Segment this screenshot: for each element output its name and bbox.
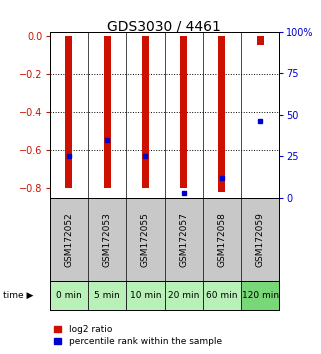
Text: GSM172053: GSM172053: [103, 212, 112, 267]
Text: 10 min: 10 min: [130, 291, 161, 300]
Bar: [126, 281, 164, 310]
Text: 20 min: 20 min: [168, 291, 199, 300]
Text: 0 min: 0 min: [56, 291, 82, 300]
Text: GSM172052: GSM172052: [65, 212, 74, 267]
Bar: [164, 281, 203, 310]
Bar: [50, 281, 88, 310]
Bar: [203, 281, 241, 310]
Bar: [241, 281, 279, 310]
Text: GSM172055: GSM172055: [141, 212, 150, 267]
Bar: [142, 36, 149, 188]
Bar: [180, 36, 187, 188]
Legend: log2 ratio, percentile rank within the sample: log2 ratio, percentile rank within the s…: [54, 325, 222, 346]
Bar: [219, 36, 225, 192]
Bar: [104, 36, 110, 188]
Text: GSM172059: GSM172059: [256, 212, 265, 267]
Text: 60 min: 60 min: [206, 291, 238, 300]
Text: GDS3030 / 4461: GDS3030 / 4461: [107, 19, 221, 34]
Text: 120 min: 120 min: [242, 291, 279, 300]
Text: 5 min: 5 min: [94, 291, 120, 300]
Bar: [257, 36, 264, 45]
Bar: [88, 281, 126, 310]
Bar: [65, 36, 72, 188]
Text: time ▶: time ▶: [3, 291, 34, 300]
Text: GSM172058: GSM172058: [217, 212, 226, 267]
Text: GSM172057: GSM172057: [179, 212, 188, 267]
